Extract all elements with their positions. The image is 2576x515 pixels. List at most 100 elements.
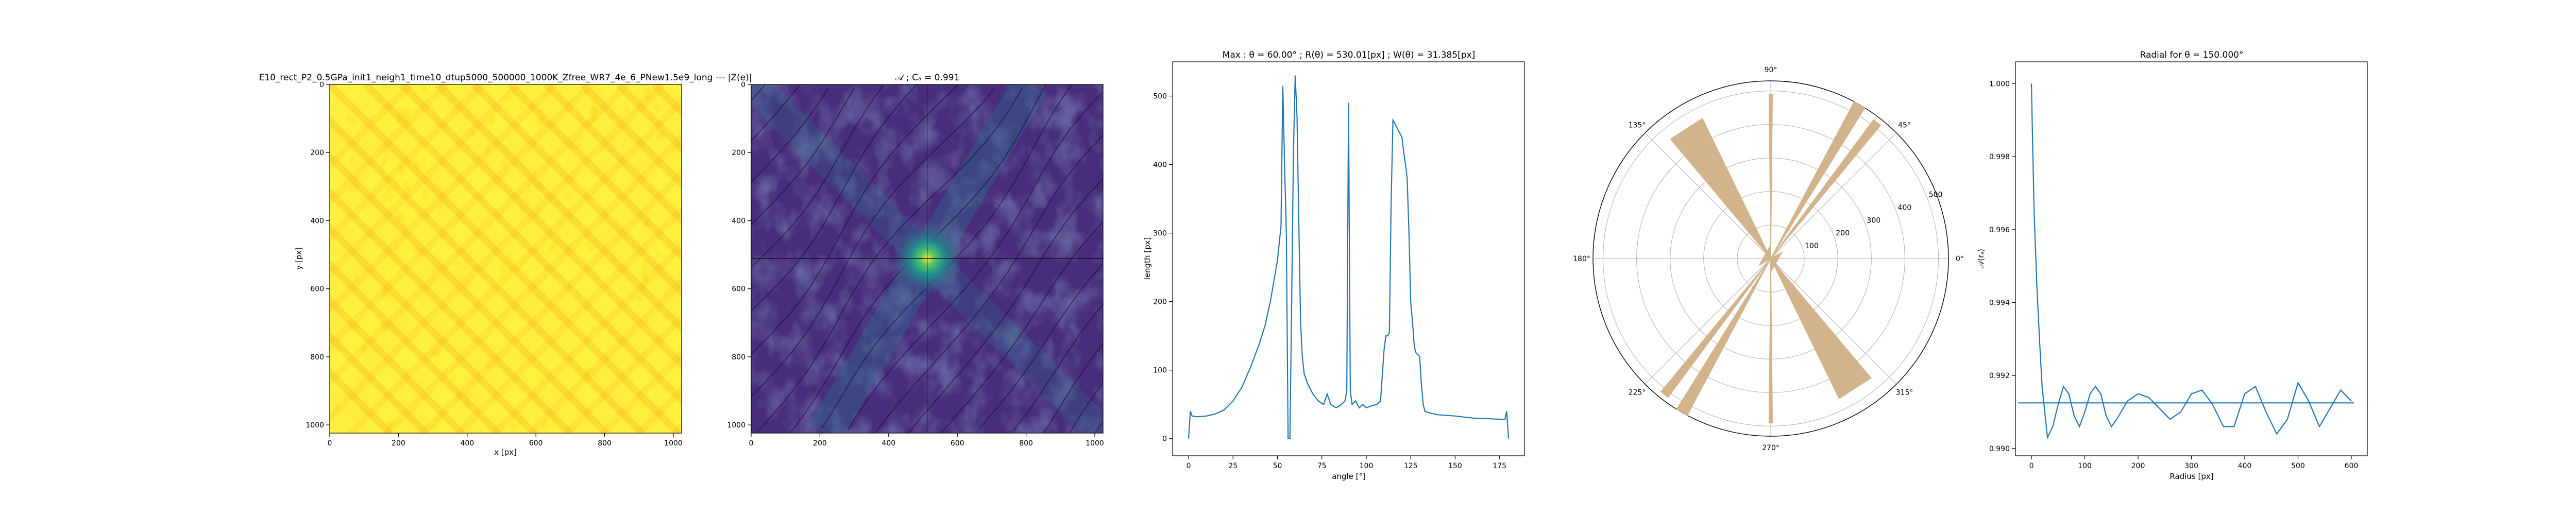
polar-grid-spoke (1645, 132, 1771, 259)
panel1-texture-streak (507, 84, 682, 261)
panel5-series-line (2030, 83, 2352, 440)
panel1-texture-streak (330, 84, 413, 170)
panel2-ytick-label: 200 (732, 149, 745, 157)
panel3-xtick-label: 0 (1187, 462, 1191, 470)
panel2-contour (875, 135, 1103, 433)
polar-angle-label: 270° (1762, 444, 1780, 452)
polar-spike (1770, 258, 1872, 400)
polar-spike (1768, 94, 1773, 259)
panel-heatmap-z: E10_rect_P2_0.5GPa_init1_neigh1_time10_d… (259, 73, 752, 457)
polar-angle-label: 90° (1765, 66, 1777, 74)
panel5-xtick-label: 500 (2291, 462, 2305, 470)
panel1-xtick-label: 400 (460, 439, 474, 448)
panel1-texture-streak (330, 187, 573, 433)
polar-angle-label: 45° (1898, 121, 1911, 129)
panel5-xtick-label: 300 (2184, 462, 2198, 470)
panel2-contour (907, 178, 1103, 433)
panel3-ytick-label: 200 (1153, 298, 1167, 306)
panel1-texture-streak (580, 84, 682, 189)
panel5-xtick-label: 0 (2029, 462, 2034, 470)
panel1-texture-streak (330, 84, 681, 433)
panel3-ylabel: length [px] (1143, 237, 1152, 280)
panel1-ytick-label: 0 (319, 81, 324, 89)
panel3-series-line (1188, 75, 1510, 439)
polar-spike (1758, 244, 1771, 267)
panel1-xlabel: x [px] (494, 448, 517, 457)
panel2-contour (979, 263, 1103, 428)
panel3-xtick-label: 150 (1448, 462, 1462, 470)
panel2-contour (1013, 303, 1103, 431)
panel1-texture-streak (420, 169, 682, 433)
panel3-ytick-label: 0 (1162, 435, 1167, 443)
panel2-ytick-label: 0 (741, 81, 745, 89)
panel2-frame (751, 84, 1104, 434)
panel2-xtick-label: 200 (813, 439, 827, 448)
panel3-ytick-label: 500 (1153, 93, 1167, 101)
panel3-xlabel: angle [°] (1332, 472, 1366, 481)
panel1-frame (329, 84, 682, 434)
panel5-ytick-label: 0.992 (1989, 372, 2010, 380)
panel1-texture-streak (330, 84, 630, 387)
panel1-texture-streak (544, 84, 682, 225)
panel3-xtick-label: 100 (1360, 462, 1374, 470)
panel2-ytick-label: 1000 (727, 421, 745, 430)
panel-line-radial: Radial for θ = 150.000° 0 100 200 300 400 500… (1976, 50, 2368, 481)
panel3-xtick-label: 50 (1273, 462, 1282, 470)
panel3-ytick-label: 400 (1153, 161, 1167, 169)
panel5-ytick-label: 1.000 (1989, 80, 2010, 89)
panel1-ytick-label: 600 (310, 285, 324, 294)
panel5-xtick-label: 400 (2238, 462, 2252, 470)
panel2-contour (751, 84, 884, 268)
panel1-texture-streak (348, 97, 682, 433)
panel1-texture-streak (435, 84, 682, 333)
panel3-ytick-label: 100 (1153, 367, 1167, 375)
polar-radial-label: 500 (1929, 191, 1943, 199)
panel5-ytick-label: 0.994 (1989, 299, 2010, 307)
panel1-texture-streak (330, 332, 429, 433)
panel1-texture-streak (384, 133, 682, 433)
polar-spike (1770, 101, 1866, 259)
panel1-texture-streak (399, 84, 682, 369)
panel1-texture-streak (330, 84, 485, 243)
panel2-contour (755, 88, 1023, 433)
polar-spike (1768, 258, 1773, 423)
panel1-xtick-label: 1000 (664, 439, 683, 448)
panel1-xtick-label: 800 (598, 439, 612, 448)
polar-grid-spoke (1770, 258, 1897, 385)
panel1-ytick-label: 800 (310, 353, 324, 362)
panel1-texture-streak (330, 260, 501, 433)
panel1-texture-streak (330, 115, 645, 433)
panel1-texture-streak (330, 296, 465, 433)
polar-angle-label: 180° (1573, 255, 1590, 263)
panel2-contour (848, 91, 1103, 430)
panel5-title: Radial for θ = 150.000° (2140, 50, 2244, 60)
panel1-ytick-label: 1000 (306, 421, 324, 430)
polar-radial-label: 300 (1867, 216, 1880, 225)
panel1-texture-streak (330, 368, 393, 433)
panel2-contour (940, 221, 1103, 433)
polar-spike (1770, 250, 1784, 273)
panel5-ytick-label: 0.990 (1989, 445, 2010, 453)
polar-spike (1676, 258, 1771, 416)
polar-grid-spoke (1770, 132, 1897, 259)
panel2-contour (1069, 382, 1103, 433)
panel5-ytick-label: 0.996 (1989, 226, 2010, 234)
panel2-image (751, 84, 1103, 433)
panel1-ytick-label: 400 (310, 217, 324, 225)
panel2-contour (1043, 343, 1103, 433)
polar-radial-label: 400 (1898, 203, 1912, 212)
polar-angle-label: 315° (1896, 389, 1913, 397)
panel5-xtick-label: 600 (2345, 462, 2359, 470)
panel1-texture-streak (330, 84, 557, 315)
panel3-xtick-label: 75 (1317, 462, 1327, 470)
polar-angle-label: 135° (1629, 121, 1646, 129)
panel1-texture-streak (330, 84, 449, 207)
panel-line-length: Max : θ = 60.00° ; R(θ) = 530.01[px] ; W… (1143, 50, 1525, 481)
polar-grid-spoke (1645, 258, 1771, 385)
panel1-texture-streak (616, 84, 682, 153)
panel2-contour (751, 89, 854, 225)
panel3-frame (1172, 61, 1525, 456)
panel2-xtick-label: 400 (882, 439, 895, 448)
panel-heatmap-autocorr: 𝒜 ; Cₐ = 0.991 0 200 400 600 800 1000 0 200 400 6… (727, 73, 1104, 448)
panel2-contour (751, 88, 829, 183)
